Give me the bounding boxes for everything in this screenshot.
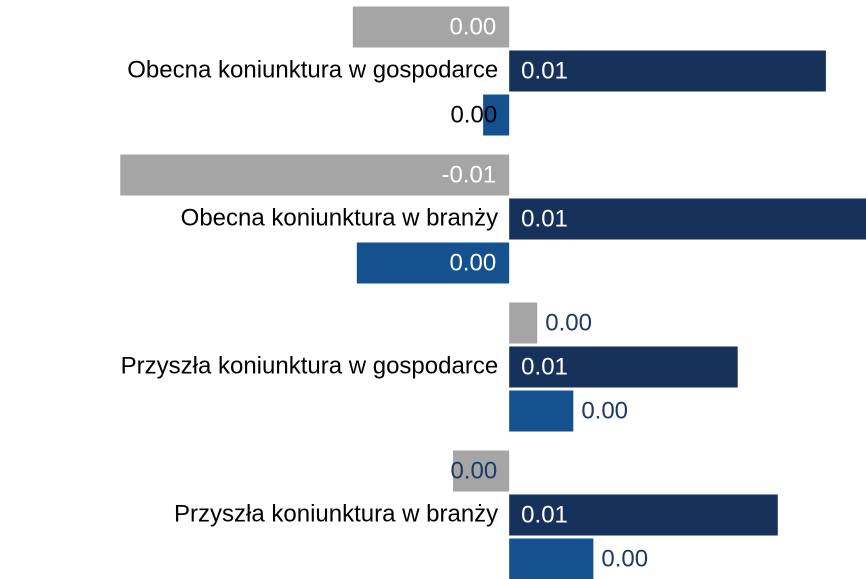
data-label: 0.00 (449, 249, 496, 276)
data-label: 0.00 (545, 309, 592, 336)
data-label: 0.00 (601, 545, 648, 572)
bar (120, 154, 510, 196)
category-label: Przyszła koniunktura w gospodarce (121, 352, 499, 379)
bar (509, 494, 778, 536)
data-label: 0.01 (521, 501, 568, 528)
category-label: Obecna koniunktura w branży (181, 204, 499, 231)
bar (453, 450, 510, 492)
bar (509, 50, 826, 92)
bar (509, 538, 594, 579)
data-label: 0.00 (449, 13, 496, 40)
data-label: 0.01 (521, 205, 568, 232)
bar (352, 6, 510, 48)
data-label: 0.00 (581, 397, 628, 424)
data-label: 0.00 (450, 457, 497, 484)
category-label: Przyszła koniunktura w branży (174, 500, 498, 527)
bar (483, 94, 510, 136)
bar (509, 198, 866, 240)
category-label: Obecna koniunktura w gospodarce (127, 56, 498, 83)
bar (509, 346, 738, 388)
data-label: -0.01 (441, 161, 496, 188)
bar (509, 390, 574, 432)
data-label: 0.00 (450, 101, 497, 128)
bar (509, 302, 538, 344)
data-label: 0.01 (521, 57, 568, 84)
data-label: 0.01 (521, 353, 568, 380)
bar (356, 242, 510, 284)
